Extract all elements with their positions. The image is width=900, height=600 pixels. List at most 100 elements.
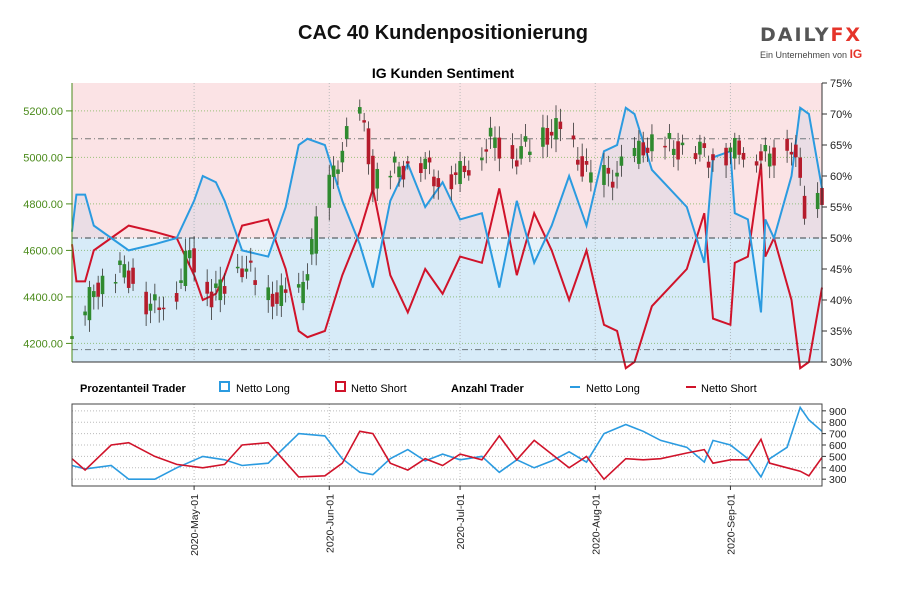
candle-body (392, 156, 397, 163)
candle-body (270, 293, 275, 307)
candle-body (131, 267, 135, 284)
candle-body (610, 181, 615, 188)
candle-body (641, 142, 646, 156)
candle-body (637, 140, 641, 164)
candle-body (401, 165, 406, 180)
sentiment-chart-title: IG Kunden Sentiment (372, 65, 515, 81)
candle-body (405, 161, 410, 164)
sentiment-plot: 4200.00 4400.00 4600.00 4800.00 5000.00 5200.… (23, 78, 852, 370)
candle-body (554, 118, 558, 140)
candle-body (510, 145, 515, 159)
candle-body (122, 264, 127, 278)
candle-body (113, 282, 118, 284)
count-axis-tick-label: 800 (829, 417, 847, 429)
legend-percent-title: Prozentanteil Trader (80, 383, 186, 395)
candle-body (157, 307, 162, 311)
candle-body (296, 284, 301, 288)
candle-body (240, 268, 244, 278)
left-axis-tick-label: 5000.00 (23, 152, 63, 164)
candle-body (589, 172, 593, 183)
candle-body (279, 285, 284, 306)
date-axis-tick-label: 2020-May-01 (189, 494, 201, 556)
right-axis-tick-label: 35% (830, 326, 852, 338)
candle-body (222, 286, 227, 294)
candle-body (693, 153, 698, 160)
candle-body (362, 120, 366, 123)
right-axis-tick-label: 70% (830, 109, 852, 121)
candle-body (331, 165, 336, 177)
left-axis-tick-label: 4200.00 (23, 338, 63, 350)
count-axis-tick-label: 400 (829, 463, 847, 475)
candle-body (545, 128, 550, 145)
candle-body (663, 145, 667, 148)
count-axis-tick-label: 900 (829, 406, 847, 418)
candle-body (371, 155, 375, 191)
candle-body (305, 274, 310, 281)
brand-tagline-text: Ein Unternehmen von (760, 50, 848, 60)
candle-body (126, 270, 131, 288)
left-axis-tick-label: 4600.00 (23, 245, 63, 257)
candle-body (632, 147, 637, 157)
candle-body (702, 143, 707, 148)
short-zone-background (72, 83, 822, 238)
candle-body (671, 148, 676, 156)
candle-body (645, 147, 650, 153)
candle-body (449, 174, 454, 190)
candle-body (436, 178, 441, 187)
candle-body (314, 216, 318, 254)
candle-body (375, 168, 380, 189)
candle-body (174, 293, 179, 302)
left-axis-tick-label: 4400.00 (23, 292, 63, 304)
candle-body (602, 165, 606, 185)
candle-body (754, 161, 759, 166)
candle-body (802, 195, 807, 219)
candle-body (580, 156, 584, 177)
candle-body (423, 158, 427, 170)
candle-body (528, 151, 532, 155)
candle-body (453, 172, 458, 176)
candle-body (794, 144, 798, 158)
candle-body (183, 250, 188, 286)
legend: Prozentanteil Trader Netto Long Netto Sh… (80, 381, 757, 395)
candle-body (667, 133, 672, 139)
candle-body (192, 248, 196, 273)
candle-body (576, 159, 580, 165)
candle-body (253, 280, 257, 285)
right-axis-tick-label: 75% (830, 78, 852, 90)
candle-body (732, 137, 737, 159)
candle-body (336, 169, 340, 174)
candle-body (523, 136, 528, 142)
right-axis-tick-label: 65% (830, 140, 852, 152)
candle-body (737, 140, 741, 155)
candle-body (759, 151, 763, 161)
candle-body (266, 287, 271, 301)
legend-count-long: Netto Long (586, 383, 640, 395)
candle-body (100, 275, 105, 295)
candle-body (153, 294, 157, 301)
right-axis-tick-label: 30% (830, 357, 852, 369)
candle-body (235, 266, 240, 269)
legend-count-title: Anzahl Trader (451, 383, 524, 395)
candle-body (767, 153, 772, 167)
candle-body (248, 260, 253, 263)
brand-logo: DAILYFX Ein Unternehmen von IG (760, 24, 866, 64)
candle-body (83, 311, 87, 316)
candle-body (650, 134, 654, 152)
right-axis-tick-label: 55% (830, 202, 852, 214)
candle-body (179, 280, 183, 283)
candle-body (619, 156, 624, 166)
candle-body (763, 144, 768, 152)
candle-body (301, 281, 305, 304)
candle-body (480, 157, 484, 161)
candle-body (728, 147, 733, 153)
candle-body (519, 146, 523, 159)
count-axis-tick-label: 700 (829, 429, 847, 441)
candle-body (497, 137, 502, 159)
candle-body (205, 281, 209, 294)
candle-body (432, 176, 436, 187)
right-axis-tick-label: 60% (830, 171, 852, 183)
candle-body (571, 135, 576, 140)
legend-percent-short-swatch (335, 381, 346, 392)
legend-percent-long: Netto Long (236, 383, 290, 395)
